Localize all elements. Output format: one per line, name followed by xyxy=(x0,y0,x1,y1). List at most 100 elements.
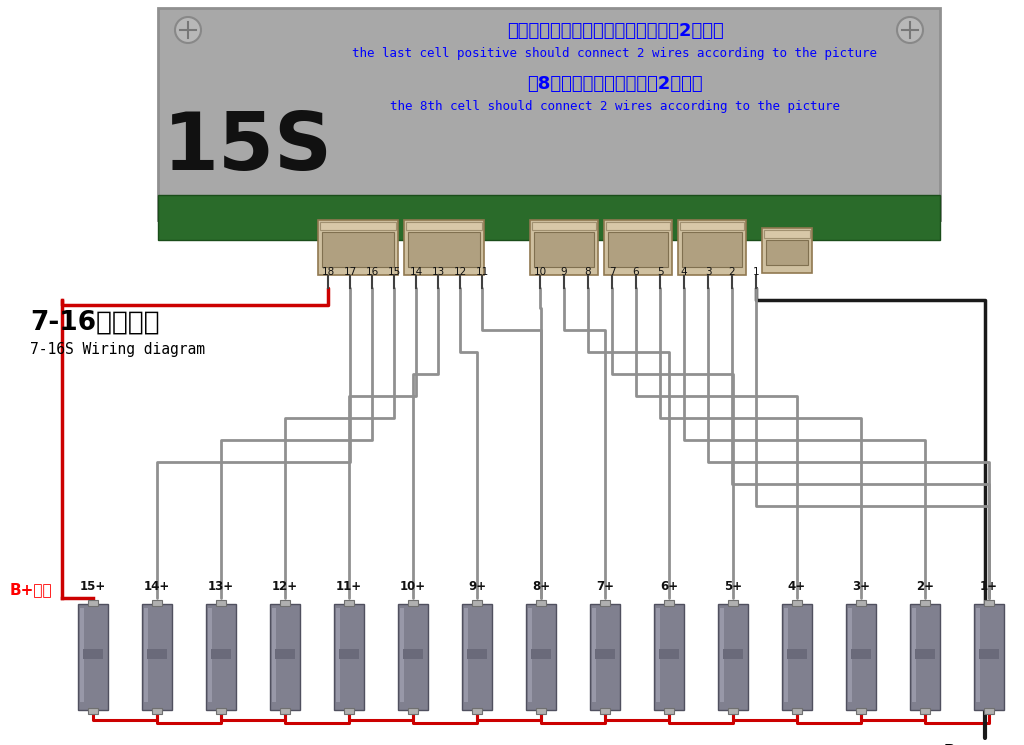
Bar xyxy=(322,232,394,267)
Bar xyxy=(318,220,398,275)
Bar xyxy=(528,608,532,702)
Text: 7: 7 xyxy=(608,267,615,277)
Bar xyxy=(339,649,359,659)
Bar xyxy=(398,604,428,710)
Bar xyxy=(280,708,290,714)
Text: 18: 18 xyxy=(322,267,335,277)
Text: 15S: 15S xyxy=(163,109,333,187)
Bar xyxy=(592,608,596,702)
Bar xyxy=(606,222,670,230)
Text: 10+: 10+ xyxy=(400,580,426,593)
Text: 13: 13 xyxy=(431,267,444,277)
Bar xyxy=(856,600,866,606)
Bar xyxy=(664,600,674,606)
Text: 10: 10 xyxy=(534,267,547,277)
Text: 9+: 9+ xyxy=(468,580,486,593)
Bar xyxy=(158,195,940,240)
Bar xyxy=(728,708,738,714)
Bar xyxy=(464,608,468,702)
Text: 12: 12 xyxy=(454,267,467,277)
Bar xyxy=(216,708,226,714)
Bar xyxy=(78,604,108,710)
Text: 12+: 12+ xyxy=(272,580,298,593)
Bar xyxy=(979,649,999,659)
Bar xyxy=(400,608,404,702)
Bar xyxy=(270,604,300,710)
Text: 15: 15 xyxy=(387,267,400,277)
Text: B+总正: B+总正 xyxy=(10,583,52,597)
Circle shape xyxy=(897,17,923,43)
Bar xyxy=(472,600,482,606)
Bar xyxy=(536,708,546,714)
Bar xyxy=(608,232,668,267)
Bar xyxy=(408,600,418,606)
Bar xyxy=(152,708,162,714)
Text: 7-16串接线图: 7-16串接线图 xyxy=(30,310,160,336)
Bar xyxy=(334,604,364,710)
Bar xyxy=(408,708,418,714)
Text: 2: 2 xyxy=(729,267,735,277)
Text: 11: 11 xyxy=(475,267,488,277)
Bar xyxy=(604,220,672,275)
Bar xyxy=(600,600,610,606)
Bar xyxy=(472,708,482,714)
Bar xyxy=(144,608,148,702)
Text: 第8串电池上要接如图对应2条排线: 第8串电池上要接如图对应2条排线 xyxy=(527,75,702,93)
Text: 5: 5 xyxy=(656,267,664,277)
Bar xyxy=(590,604,620,710)
Bar xyxy=(784,608,788,702)
Text: 7+: 7+ xyxy=(596,580,614,593)
Bar xyxy=(406,222,482,230)
Bar xyxy=(678,220,746,275)
Bar xyxy=(532,222,596,230)
Bar xyxy=(654,604,684,710)
Bar xyxy=(206,604,236,710)
Bar xyxy=(762,228,812,273)
Bar xyxy=(530,220,598,275)
Bar xyxy=(88,708,98,714)
Text: 3: 3 xyxy=(705,267,712,277)
Bar xyxy=(211,649,231,659)
Bar xyxy=(208,608,212,702)
Bar xyxy=(792,708,802,714)
Text: 14+: 14+ xyxy=(144,580,170,593)
Bar xyxy=(595,649,615,659)
Bar xyxy=(718,604,748,710)
Bar xyxy=(856,708,866,714)
Text: 4+: 4+ xyxy=(787,580,806,593)
Bar xyxy=(216,600,226,606)
Bar xyxy=(764,230,810,238)
Text: 最后一串电池总正极上要接如图对应2条排线: 最后一串电池总正极上要接如图对应2条排线 xyxy=(507,22,723,40)
Bar xyxy=(910,604,940,710)
Bar xyxy=(851,649,871,659)
Text: 14: 14 xyxy=(410,267,423,277)
Bar xyxy=(680,222,744,230)
Bar xyxy=(467,649,487,659)
Bar xyxy=(526,604,556,710)
Bar xyxy=(147,649,167,659)
Bar xyxy=(846,604,876,710)
Text: 6+: 6+ xyxy=(659,580,678,593)
Bar xyxy=(534,232,594,267)
Bar xyxy=(88,600,98,606)
Bar xyxy=(336,608,340,702)
Circle shape xyxy=(175,17,201,43)
Bar xyxy=(152,600,162,606)
Bar xyxy=(344,708,354,714)
Text: B-总负: B-总负 xyxy=(944,743,980,745)
Bar xyxy=(462,604,492,710)
Text: the 8th cell should connect 2 wires according to the picture: the 8th cell should connect 2 wires acco… xyxy=(390,100,840,113)
Bar xyxy=(80,608,84,702)
Text: 5+: 5+ xyxy=(724,580,742,593)
Bar xyxy=(984,600,994,606)
Bar xyxy=(792,600,802,606)
Bar xyxy=(974,604,1004,710)
Text: 1: 1 xyxy=(753,267,760,277)
Bar xyxy=(920,600,930,606)
Bar xyxy=(787,649,807,659)
Text: 4: 4 xyxy=(681,267,687,277)
Text: 17: 17 xyxy=(343,267,356,277)
Bar xyxy=(766,240,808,265)
Text: 3+: 3+ xyxy=(852,580,870,593)
Text: 2+: 2+ xyxy=(916,580,934,593)
